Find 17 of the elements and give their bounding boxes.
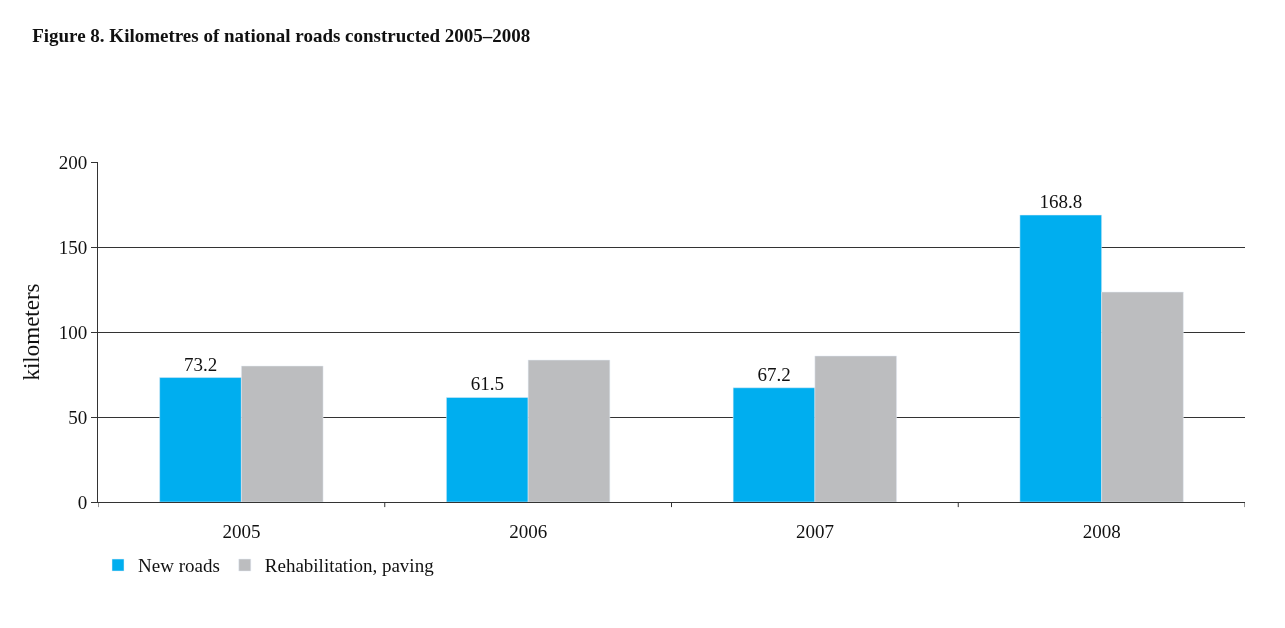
x-tick-label: 2005 (222, 520, 261, 542)
x-tick-label: 2008 (1082, 520, 1121, 542)
y-axis-title: kilometers (19, 283, 45, 381)
data-label: 73.2 (183, 353, 218, 375)
chart-title: Figure 8. Kilometres of national roads constructed 2005–2008 (32, 24, 531, 46)
data-label: 61.5 (470, 373, 504, 395)
y-tick-label: 100 (58, 321, 88, 343)
legend-label: New roads (138, 555, 220, 577)
x-tick-label: 2006 (509, 520, 548, 542)
data-label: 67.2 (757, 363, 791, 385)
legend-label: Rehabilitation, paving (264, 555, 435, 577)
y-tick-label: 50 (68, 406, 88, 428)
x-tick-label: 2007 (795, 520, 834, 542)
y-tick-label: 0 (77, 491, 88, 513)
y-tick-label: 150 (58, 236, 88, 258)
y-tick-label: 200 (58, 151, 88, 173)
data-label: 168.8 (1039, 191, 1083, 213)
